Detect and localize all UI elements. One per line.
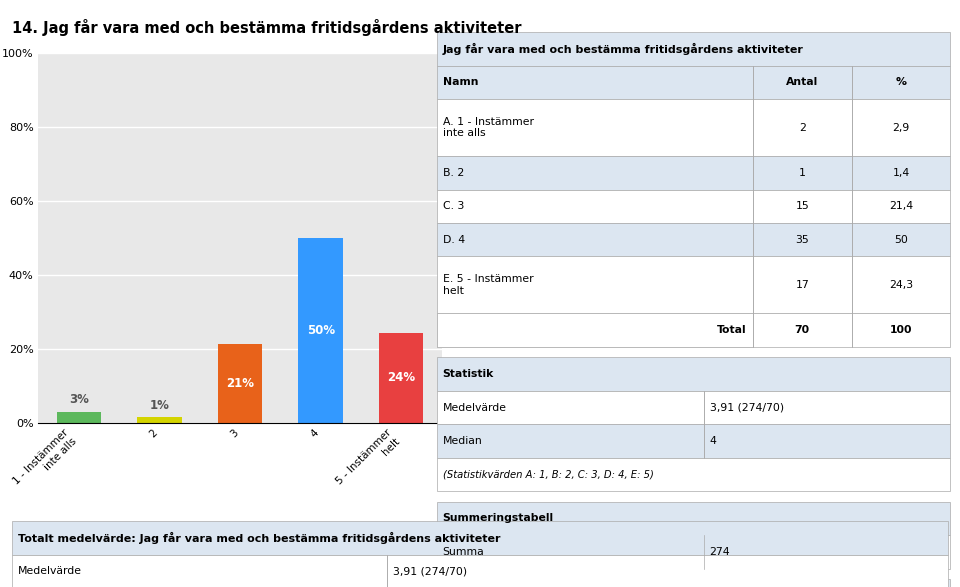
Text: 3,91 (274/70): 3,91 (274/70) [393,566,467,576]
Text: Medelvärde: Medelvärde [18,566,83,576]
Text: 17: 17 [795,280,809,290]
Text: 50: 50 [894,235,908,245]
Text: Statistik: Statistik [443,369,493,379]
Text: 15: 15 [795,201,809,211]
Text: 100: 100 [890,325,912,335]
Text: 24%: 24% [387,371,416,384]
Bar [57,412,101,423]
Text: 1%: 1% [150,399,169,412]
Text: 4: 4 [709,436,716,446]
Text: Namn: Namn [443,77,478,87]
Text: 274: 274 [709,547,731,557]
Text: 24,3: 24,3 [889,280,913,290]
Text: 50%: 50% [306,323,335,337]
Text: Antal: Antal [786,77,818,87]
Bar [137,417,181,423]
Text: 3%: 3% [69,393,88,406]
Bar [379,333,423,423]
Text: 1: 1 [799,168,805,178]
Text: Summeringstabell: Summeringstabell [443,514,554,524]
Text: 21%: 21% [226,377,254,390]
Text: A. 1 - Instämmer
inte alls: A. 1 - Instämmer inte alls [443,117,534,139]
Text: Medelvärde: Medelvärde [443,403,507,413]
Text: 2,9: 2,9 [893,123,910,133]
Text: 70: 70 [795,325,810,335]
Text: %: % [896,77,906,87]
Text: 1,4: 1,4 [893,168,910,178]
Text: 3,91 (274/70): 3,91 (274/70) [709,403,783,413]
Text: C. 3: C. 3 [443,201,464,211]
Text: Totalt medelvärde: Jag får vara med och bestämma fritidsgårdens aktiviteter: Totalt medelvärde: Jag får vara med och … [18,532,501,544]
Text: 21,4: 21,4 [889,201,913,211]
Text: B. 2: B. 2 [443,168,464,178]
Text: Total: Total [717,325,747,335]
Text: (Statistikvärden A: 1, B: 2, C: 3, D: 4, E: 5): (Statistikvärden A: 1, B: 2, C: 3, D: 4,… [443,470,654,480]
Text: Jag får vara med och bestämma fritidsgårdens aktiviteter: Jag får vara med och bestämma fritidsgår… [443,43,804,55]
Text: Summa: Summa [443,547,484,557]
Text: Median: Median [443,436,482,446]
Text: 2: 2 [799,123,805,133]
Text: 35: 35 [795,235,809,245]
Text: E. 5 - Instämmer
helt: E. 5 - Instämmer helt [443,274,533,296]
Bar [299,238,343,423]
Text: D. 4: D. 4 [443,235,465,245]
Bar [218,343,262,423]
Text: 14. Jag får vara med och bestämma fritidsgårdens aktiviteter: 14. Jag får vara med och bestämma fritid… [12,19,522,36]
